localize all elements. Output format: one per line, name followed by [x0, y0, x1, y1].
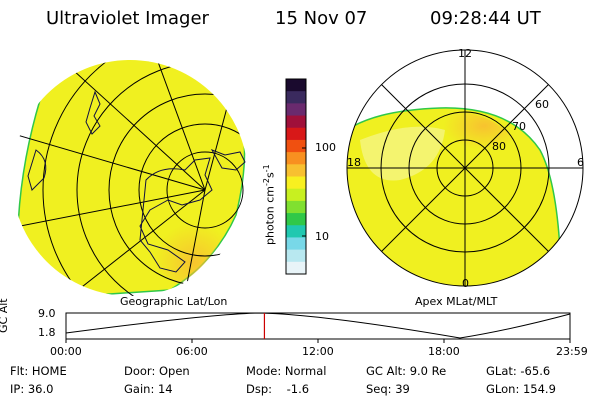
unit-sup-2: -1 [262, 164, 271, 173]
colorbar-segment [286, 139, 306, 153]
status-value: HOME [31, 364, 67, 378]
colorbar-segment [286, 127, 306, 141]
left-map-caption: Geographic Lat/Lon [120, 295, 228, 308]
mlat-label-80: 80 [492, 140, 506, 153]
colorbar-segment [286, 176, 306, 190]
timeline-xtick-2: 12:00 [302, 345, 334, 358]
magnetic-polar-plot [346, 49, 584, 287]
timeline-ylabel: GC Alt [0, 298, 10, 333]
status-gc-alt: GC Alt: 9.0 Re [366, 364, 446, 378]
oval-hotspot [430, 109, 520, 164]
status-value: -65.6 [520, 364, 551, 378]
status-key: Dsp: [246, 382, 276, 396]
status-key: Door: [124, 364, 159, 378]
colorbar-unit-label: photon cm-2s-1 [262, 164, 277, 245]
status-glat: GLat: -65.6 [486, 364, 550, 378]
timeline-xtick-0: 00:00 [50, 345, 82, 358]
status-value: 36.0 [27, 382, 54, 396]
altitude-curve [65, 312, 571, 339]
geographic-map [12, 60, 248, 296]
colorbar-segment [286, 152, 306, 165]
timeline-xtick-1: 06:00 [176, 345, 208, 358]
status-value: 14 [157, 382, 173, 396]
status-key: GLon: [486, 382, 523, 396]
instrument-title: Ultraviolet Imager [46, 8, 209, 29]
status-value: Open [158, 364, 190, 378]
mlat-label-70: 70 [512, 120, 526, 133]
status-door: Door: Open [124, 364, 190, 378]
status-value: 154.9 [522, 382, 556, 396]
colorbar-segment [286, 79, 306, 92]
status-value: 39 [395, 382, 410, 396]
status-key: Mode: [246, 364, 285, 378]
colorbar-segment [286, 91, 306, 104]
colorbar-segment [286, 103, 306, 117]
mlt-label-0: 0 [462, 277, 469, 290]
timeline-ytick-top: 9.0 [38, 307, 56, 320]
time-label: 09:28:44 UT [430, 8, 541, 29]
mlt-label-6: 6 [577, 156, 584, 169]
colorbar-segment [286, 237, 306, 251]
status-value: 9.0 Re [409, 364, 447, 378]
date-label: 15 Nov 07 [275, 8, 368, 29]
emission-hotspot [140, 197, 230, 284]
colorbar-tick-100: 100 [315, 141, 336, 154]
unit-sup-1: -2 [262, 178, 271, 187]
colorbar-segment [286, 225, 306, 238]
unit-text: photon cm [263, 186, 277, 245]
right-map-caption: Apex MLat/MLT [415, 295, 498, 308]
status-glon: GLon: 154.9 [486, 382, 556, 396]
status-ip: IP: 36.0 [10, 382, 53, 396]
status-key: GC Alt: [366, 364, 410, 378]
colorbar-segment [286, 200, 306, 214]
colorbar-segment [286, 164, 306, 177]
altitude-timeline [65, 312, 571, 343]
status-key: GLat: [486, 364, 521, 378]
status-dsp: Dsp: -1.6 [246, 382, 309, 396]
status-value: -1.6 [275, 382, 310, 396]
colorbar-segment [286, 261, 306, 275]
status-seq: Seq: 39 [366, 382, 410, 396]
status-key: IP: [10, 382, 28, 396]
mlt-label-18: 18 [347, 156, 361, 169]
mlat-label-60: 60 [535, 98, 549, 111]
status-mode: Mode: Normal [246, 364, 326, 378]
unit-s: s [263, 172, 277, 179]
timeline-xtick-4: 23:59 [556, 345, 588, 358]
mlt-label-12: 12 [458, 47, 472, 60]
timeline-ytick-bottom: 1.8 [38, 326, 56, 339]
colorbar-frame [285, 78, 307, 275]
timeline-xtick-3: 18:00 [428, 345, 460, 358]
status-key: Gain: [124, 382, 158, 396]
colorbar-segment [286, 249, 306, 263]
status-key: Flt: [10, 364, 32, 378]
colorbar-tick-10: 10 [315, 230, 329, 243]
colorbar [285, 78, 307, 275]
status-flt: Flt: HOME [10, 364, 67, 378]
status-gain: Gain: 14 [124, 382, 173, 396]
colorbar-segment [286, 213, 306, 226]
colorbar-segment [286, 188, 306, 202]
status-value: Normal [284, 364, 327, 378]
colorbar-segment [286, 115, 306, 129]
status-key: Seq: [366, 382, 396, 396]
